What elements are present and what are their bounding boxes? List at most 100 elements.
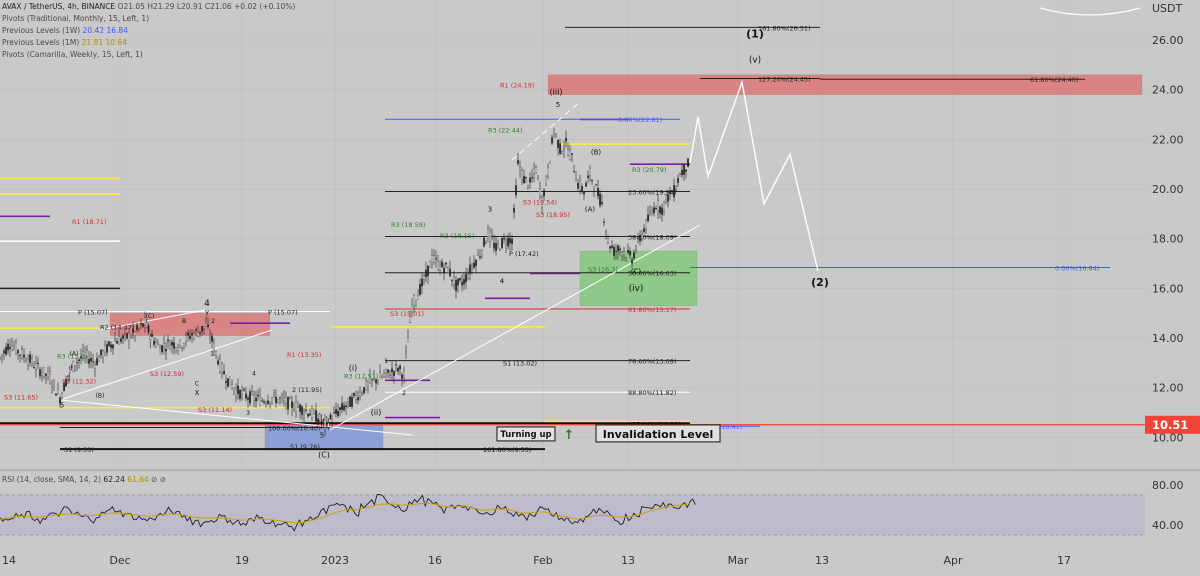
candle-body (124, 332, 126, 334)
candle-body (587, 175, 589, 178)
candle-body (383, 373, 385, 377)
fib-label: 23.60%(19.90) (628, 189, 676, 197)
indicator-prev-levels-1w[interactable]: Previous Levels (1W) 20.42 16.84 (2, 26, 128, 35)
candle-body (126, 333, 128, 339)
pivot-label: R3 (18.59) (391, 221, 425, 229)
candle-body (309, 413, 311, 416)
candle-body (63, 382, 65, 392)
trend-line (99, 309, 206, 331)
candle-body (543, 190, 545, 197)
fib-label: 61.80%(24.40) (1030, 76, 1078, 84)
candle-body (233, 387, 235, 391)
candle-body (37, 362, 39, 365)
candle-body (21, 349, 23, 358)
candle-body (239, 390, 241, 399)
wave-label: 1 (210, 350, 214, 357)
candle-body (217, 360, 219, 365)
wave-label: (ii) (371, 408, 382, 417)
wave-label: (B) (591, 148, 602, 156)
candle-body (285, 397, 287, 404)
time-axis[interactable]: 14 Dec 19 2023 16 Feb 13 Mar 13 Apr 17 (2, 554, 1071, 567)
candle-body (203, 326, 205, 329)
candle-body (667, 194, 669, 202)
trend-line (329, 224, 701, 431)
rsi-header[interactable]: RSI (14, close, SMA, 14, 2) 62.24 61.64 … (2, 475, 166, 484)
indicator-prev-levels-1m[interactable]: Previous Levels (1M) 21.81 10.64 (2, 38, 127, 47)
candle-body (209, 336, 211, 339)
indicator-value: 21.81 (81, 38, 104, 47)
candle-body (339, 407, 341, 410)
candle-body (359, 392, 361, 397)
candle-body (333, 412, 335, 414)
ohlc-open: O21.05 (117, 2, 145, 11)
candle-body (515, 185, 517, 196)
candle-body (373, 377, 375, 379)
candle-body (108, 341, 110, 346)
candle-body (211, 335, 213, 342)
candle-body (275, 396, 277, 404)
price-axis[interactable]: 10.00 12.00 14.00 16.00 18.00 20.00 22.00 24.00… (1145, 2, 1200, 444)
candle-body (231, 384, 233, 389)
candle-body (259, 395, 261, 406)
current-price-label: 10.51 (1152, 418, 1188, 432)
candle-body (227, 378, 229, 387)
indicator-name: Previous Levels (1M) (2, 38, 80, 47)
candle-body (445, 262, 447, 265)
wave-label: 4 (252, 370, 256, 377)
candle-body (33, 367, 35, 369)
candle-body (603, 221, 605, 223)
candle-body (90, 357, 92, 362)
rsi-pane[interactable]: 80.00 40.00 (0, 469, 1200, 536)
candle-body (57, 389, 59, 394)
candle-body (241, 390, 243, 395)
candle-body (627, 250, 629, 253)
wave-label: 4 (204, 299, 210, 309)
candle-body (181, 347, 183, 349)
candle-body (329, 414, 332, 419)
candle-body (567, 149, 569, 156)
candle-body (265, 403, 267, 405)
candle-body (27, 359, 29, 365)
candle-body (365, 380, 367, 390)
fib-lines: 161.80%(26.51) 127.20%(24.45) 61.80%(24.40… (0, 24, 1145, 454)
candle-body (591, 179, 593, 182)
pivot-label: R1 (24.19) (500, 82, 534, 90)
candle-body (417, 295, 419, 300)
candle-body (653, 207, 655, 214)
candle-body (659, 206, 661, 214)
fib-label: 0.00%(22.81) (618, 116, 662, 124)
wave-label: (i) (349, 363, 357, 372)
candle-body (461, 281, 463, 286)
pivot-label: S1 (13.02) (503, 359, 537, 367)
candle-body (110, 344, 112, 348)
rsi-band (0, 495, 1145, 535)
candle-body (277, 399, 279, 403)
candle-body (481, 250, 483, 255)
wave-label: (A) (585, 205, 596, 213)
candle-body (473, 262, 475, 268)
candle-body (144, 317, 146, 325)
candle-body (229, 376, 231, 386)
candle-body (257, 394, 259, 397)
candle-body (609, 246, 611, 249)
candle-body (15, 342, 17, 354)
indicator-camarilla-weekly[interactable]: Pivots (Camarilla, Weekly, 15, Left, 1) (2, 50, 143, 59)
candle-body (253, 395, 255, 401)
candle-body (189, 335, 191, 339)
time-tick-label: 16 (428, 554, 442, 567)
time-tick-label: 14 (2, 554, 16, 567)
candle-body (197, 332, 199, 337)
candle-body (557, 139, 559, 148)
price-tick-label: 26.00 (1152, 34, 1184, 47)
candle-body (299, 404, 301, 412)
candle-body (683, 163, 685, 175)
rsi-name: RSI (14, close, SMA, 14, 2) (2, 475, 102, 484)
price-tick-label: 14.00 (1152, 332, 1184, 345)
candle-body (477, 253, 479, 256)
candle-body (385, 369, 387, 374)
candle-body (547, 166, 549, 177)
indicator-pivots-monthly[interactable]: Pivots (Traditional, Monthly, 15, Left, … (2, 14, 149, 23)
candle-body (409, 316, 411, 323)
symbol-title[interactable]: AVAX / TetherUS, 4h, BINANCE (2, 2, 116, 11)
